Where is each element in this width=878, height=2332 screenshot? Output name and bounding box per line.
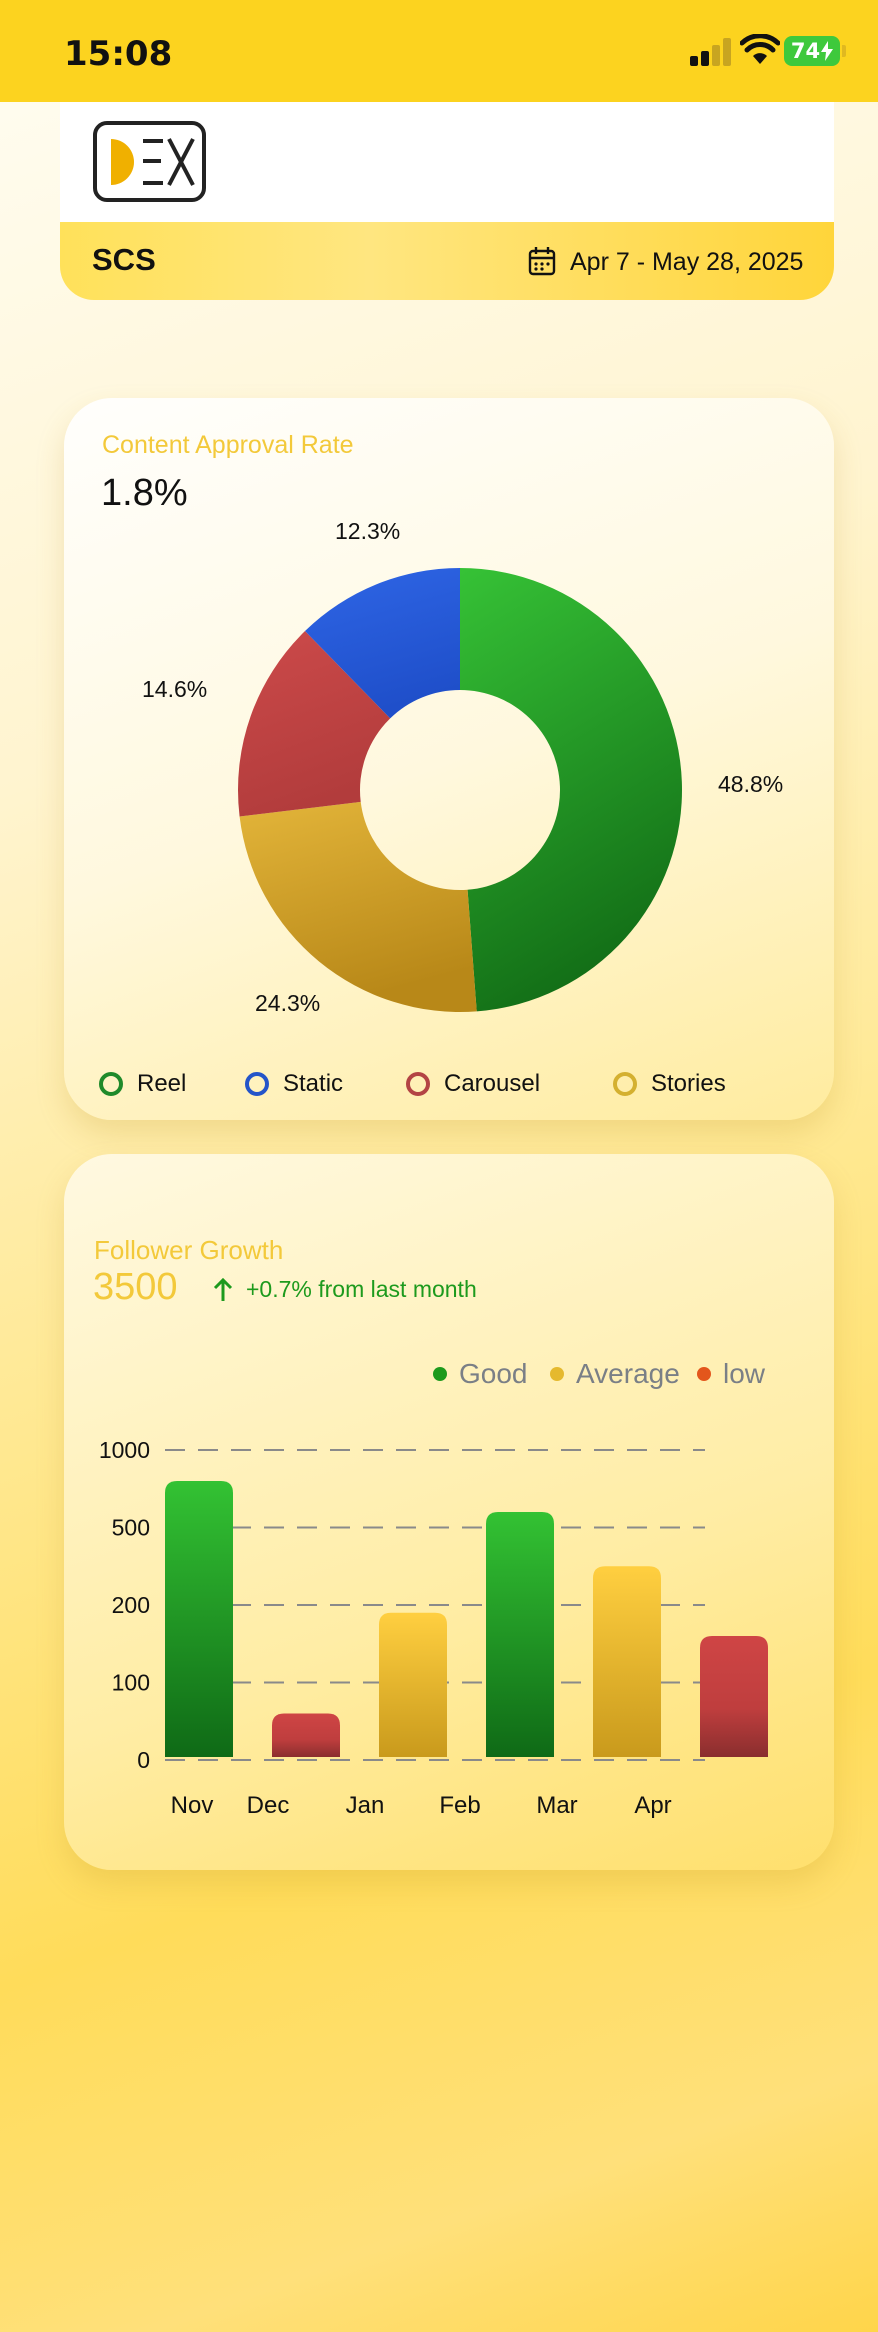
slice-label-carousel: 14.6% (142, 676, 208, 702)
legend-reel[interactable]: Reel (99, 1070, 186, 1098)
bar-mar[interactable] (593, 1566, 661, 1757)
legend-average-label: Average (576, 1358, 680, 1389)
donut-slice-static (305, 568, 460, 719)
legend-stories[interactable]: Stories (613, 1070, 726, 1098)
donut-slice-carousel (238, 631, 391, 817)
wifi-icon (740, 34, 780, 64)
legend-low-label: low (723, 1358, 766, 1389)
good-dot (433, 1367, 447, 1381)
x-tick-label: Nov (171, 1792, 214, 1819)
status-legend-average: Average (550, 1358, 680, 1390)
date-range-picker[interactable]: Apr 7 - May 28, 2025 (570, 248, 804, 276)
legend-carousel-marker (406, 1072, 430, 1096)
dex-logo-icon (111, 138, 195, 186)
slice-label-static: 12.3% (335, 518, 401, 544)
bar-jan[interactable] (379, 1612, 447, 1757)
battery-level: 74 (790, 39, 821, 63)
donut-slice-stories (239, 801, 477, 1012)
battery-indicator: 74 (784, 36, 840, 66)
dex-logo[interactable] (93, 121, 206, 202)
growth-indicator: +0.7% from last month (212, 1276, 477, 1303)
follower-bar-chart: 0 100 200 500 1000 Nov Dec Jan Feb Mar Apr (99, 1437, 768, 1819)
y-tick-label: 0 (137, 1747, 150, 1773)
follower-value: 3500 (93, 1266, 178, 1308)
battery-tip (842, 45, 846, 57)
legend-stories-marker (613, 1072, 637, 1096)
x-tick-label: Jan (346, 1792, 385, 1819)
y-tick-label: 200 (112, 1592, 150, 1618)
legend-static-marker (245, 1072, 269, 1096)
follower-title: Follower Growth (94, 1235, 284, 1265)
bar-feb[interactable] (486, 1512, 554, 1757)
x-tick-label: Mar (536, 1792, 577, 1819)
slice-label-reel: 48.8% (718, 771, 784, 797)
calendar-icon[interactable] (528, 246, 556, 276)
status-bar (0, 0, 878, 102)
status-time: 15:08 (64, 34, 173, 74)
legend-stories-label: Stories (651, 1070, 726, 1097)
slice-label-stories: 24.3% (255, 990, 321, 1016)
legend-carousel[interactable]: Carousel (406, 1070, 540, 1098)
bar-apr[interactable] (700, 1636, 768, 1757)
growth-text: +0.7% from last month (246, 1276, 477, 1302)
account-name[interactable]: SCS (92, 242, 156, 277)
legend-static[interactable]: Static (245, 1070, 343, 1098)
header-bar (60, 222, 834, 300)
low-dot (697, 1367, 711, 1381)
legend-good-label: Good (459, 1358, 528, 1389)
legend-reel-label: Reel (137, 1070, 187, 1097)
donut-slice-reel (460, 568, 683, 1012)
x-tick-label: Feb (439, 1792, 480, 1819)
legend-carousel-label: Carousel (444, 1070, 541, 1097)
legend-static-label: Static (283, 1070, 344, 1097)
bar-nov[interactable] (165, 1481, 233, 1757)
y-tick-label: 500 (112, 1515, 150, 1541)
arrow-up-icon (213, 1277, 233, 1301)
cellular-signal-icon (690, 38, 734, 66)
status-legend-good: Good (433, 1358, 528, 1390)
status-legend-low: low (697, 1358, 765, 1390)
average-dot (550, 1367, 564, 1381)
approval-value: 1.8% (101, 472, 188, 514)
y-tick-label: 1000 (99, 1437, 150, 1463)
y-tick-label: 100 (112, 1670, 150, 1696)
x-tick-label: Apr (634, 1792, 671, 1819)
bar-dec[interactable] (272, 1713, 340, 1758)
approval-donut-chart (238, 568, 683, 1012)
legend-reel-marker (99, 1072, 123, 1096)
charging-bolt-icon (821, 41, 834, 61)
x-tick-label: Dec (247, 1792, 290, 1819)
approval-title: Content Approval Rate (102, 431, 354, 459)
